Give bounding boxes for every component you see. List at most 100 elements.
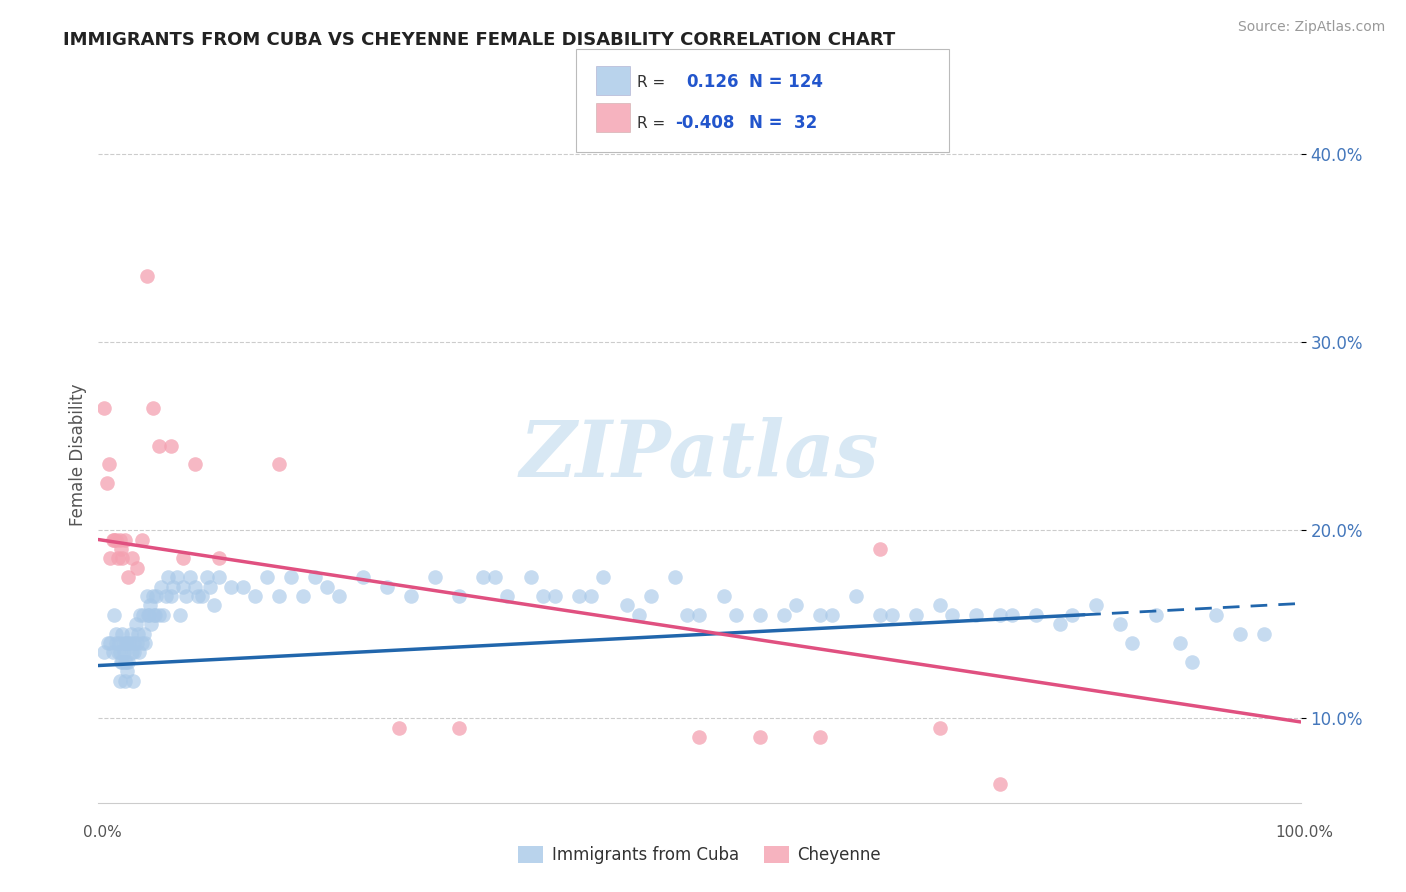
Point	[148, 607, 170, 622]
Point	[148, 438, 170, 452]
Point	[183, 458, 205, 472]
Text: N =  32: N = 32	[749, 113, 818, 131]
Point	[1205, 607, 1227, 622]
Point	[772, 607, 794, 622]
Point	[103, 607, 125, 622]
Point	[124, 645, 146, 659]
Point	[141, 617, 163, 632]
Point	[520, 570, 543, 584]
Point	[166, 570, 188, 584]
Point	[191, 589, 214, 603]
Point	[869, 541, 891, 556]
Point	[118, 636, 141, 650]
Point	[484, 570, 506, 584]
Point	[115, 636, 138, 650]
Point	[128, 645, 150, 659]
Point	[135, 589, 157, 603]
Point	[134, 636, 156, 650]
Point	[592, 570, 614, 584]
Point	[114, 533, 136, 547]
Text: 0.0%: 0.0%	[83, 825, 122, 839]
Point	[103, 533, 125, 547]
Point	[713, 589, 735, 603]
Point	[869, 607, 891, 622]
Point	[267, 458, 290, 472]
Point	[676, 607, 699, 622]
Y-axis label: Female Disability: Female Disability	[69, 384, 87, 526]
Point	[112, 636, 135, 650]
Point	[110, 655, 132, 669]
Point	[928, 599, 950, 613]
Point	[1062, 607, 1084, 622]
Point	[183, 580, 205, 594]
Point	[152, 607, 174, 622]
Point	[423, 570, 446, 584]
Point	[628, 607, 651, 622]
Point	[159, 438, 181, 452]
Point	[748, 730, 770, 744]
Point	[1253, 626, 1275, 640]
Point	[132, 626, 155, 640]
Point	[100, 636, 122, 650]
Point	[1049, 617, 1071, 632]
Point	[928, 721, 950, 735]
Point	[101, 645, 124, 659]
Point	[1001, 607, 1024, 622]
Point	[136, 607, 159, 622]
Point	[135, 269, 157, 284]
Point	[472, 570, 495, 584]
Point	[688, 730, 710, 744]
Point	[243, 589, 266, 603]
Point	[664, 570, 686, 584]
Point	[125, 617, 148, 632]
Point	[256, 570, 278, 584]
Point	[304, 570, 326, 584]
Point	[124, 636, 146, 650]
Point	[145, 589, 167, 603]
Point	[127, 626, 149, 640]
Text: N = 124: N = 124	[749, 73, 824, 91]
Point	[688, 607, 710, 622]
Point	[544, 589, 567, 603]
Point	[200, 580, 222, 594]
Point	[988, 607, 1011, 622]
Point	[821, 607, 844, 622]
Point	[172, 580, 194, 594]
Point	[531, 589, 554, 603]
Point	[108, 673, 131, 688]
Point	[399, 589, 422, 603]
Point	[159, 589, 181, 603]
Point	[1085, 599, 1108, 613]
Legend: Immigrants from Cuba, Cheyenne: Immigrants from Cuba, Cheyenne	[512, 839, 887, 871]
Point	[208, 551, 231, 566]
Point	[141, 401, 163, 415]
Point	[157, 570, 180, 584]
Point	[117, 570, 139, 584]
Point	[129, 607, 152, 622]
Point	[447, 721, 470, 735]
Point	[111, 551, 134, 566]
Point	[114, 673, 136, 688]
Point	[904, 607, 927, 622]
Point	[105, 636, 128, 650]
Point	[101, 533, 124, 547]
Point	[808, 730, 831, 744]
Point	[640, 589, 662, 603]
Point	[110, 541, 132, 556]
Point	[1121, 636, 1143, 650]
Point	[280, 570, 302, 584]
Point	[100, 551, 122, 566]
Point	[122, 673, 145, 688]
Point	[108, 645, 131, 659]
Point	[142, 607, 165, 622]
Point	[97, 636, 120, 650]
Point	[155, 589, 177, 603]
Point	[315, 580, 337, 594]
Point	[141, 589, 163, 603]
Text: -0.408: -0.408	[675, 113, 734, 131]
Point	[202, 599, 225, 613]
Point	[96, 476, 118, 491]
Point	[880, 607, 903, 622]
Point	[1144, 607, 1167, 622]
Point	[845, 589, 868, 603]
